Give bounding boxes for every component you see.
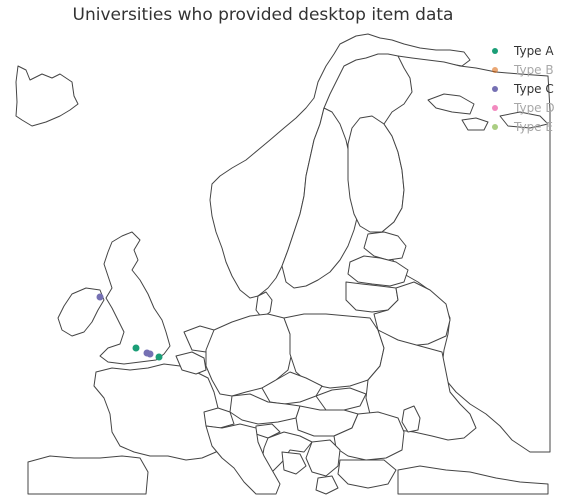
legend-item-type-c[interactable]: Type C bbox=[490, 79, 560, 98]
legend-label: Type C bbox=[514, 81, 554, 96]
country-serbia bbox=[305, 439, 341, 477]
country-denmark bbox=[255, 291, 273, 319]
marker-type-c[interactable] bbox=[146, 350, 154, 358]
country-belgium bbox=[175, 351, 207, 375]
country-uk bbox=[99, 231, 171, 365]
island-north-1 bbox=[427, 93, 475, 115]
country-ukraine bbox=[365, 329, 477, 441]
legend-item-type-b[interactable]: Type B bbox=[490, 60, 560, 79]
marker-type-c[interactable] bbox=[96, 293, 104, 301]
country-moldova bbox=[401, 405, 421, 433]
country-bulgaria bbox=[337, 459, 397, 489]
legend-item-type-e[interactable]: Type E bbox=[490, 117, 560, 136]
country-turkey bbox=[397, 465, 549, 495]
legend-marker-icon bbox=[492, 66, 498, 73]
island-north-3 bbox=[499, 111, 549, 129]
legend-item-type-a[interactable]: Type A bbox=[490, 41, 560, 60]
legend-label: Type A bbox=[514, 43, 554, 58]
legend-marker-icon bbox=[492, 85, 498, 92]
country-italy bbox=[205, 423, 281, 495]
country-macedonia bbox=[315, 475, 339, 495]
legend-label: Type B bbox=[514, 62, 554, 77]
country-estonia bbox=[363, 231, 407, 261]
marker-type-a[interactable] bbox=[132, 344, 140, 352]
marker-type-a[interactable] bbox=[155, 353, 163, 361]
country-iceland bbox=[15, 65, 79, 127]
legend-marker-icon bbox=[492, 104, 498, 111]
legend-marker-icon bbox=[492, 47, 498, 54]
island-north-2 bbox=[461, 117, 489, 131]
legend: Type A Type B Type C Type D Type E bbox=[490, 41, 560, 136]
map-title: Universities who provided desktop item d… bbox=[72, 5, 454, 25]
university-markers bbox=[96, 293, 163, 361]
legend-label: Type D bbox=[514, 100, 555, 115]
country-romania bbox=[333, 411, 405, 461]
country-borders bbox=[15, 33, 551, 495]
country-spain bbox=[27, 455, 149, 495]
country-bosnia bbox=[281, 451, 307, 475]
legend-marker-icon bbox=[492, 123, 498, 130]
country-ireland bbox=[57, 287, 105, 337]
legend-label: Type E bbox=[514, 119, 553, 134]
country-latvia bbox=[347, 255, 409, 287]
legend-item-type-d[interactable]: Type D bbox=[490, 98, 560, 117]
